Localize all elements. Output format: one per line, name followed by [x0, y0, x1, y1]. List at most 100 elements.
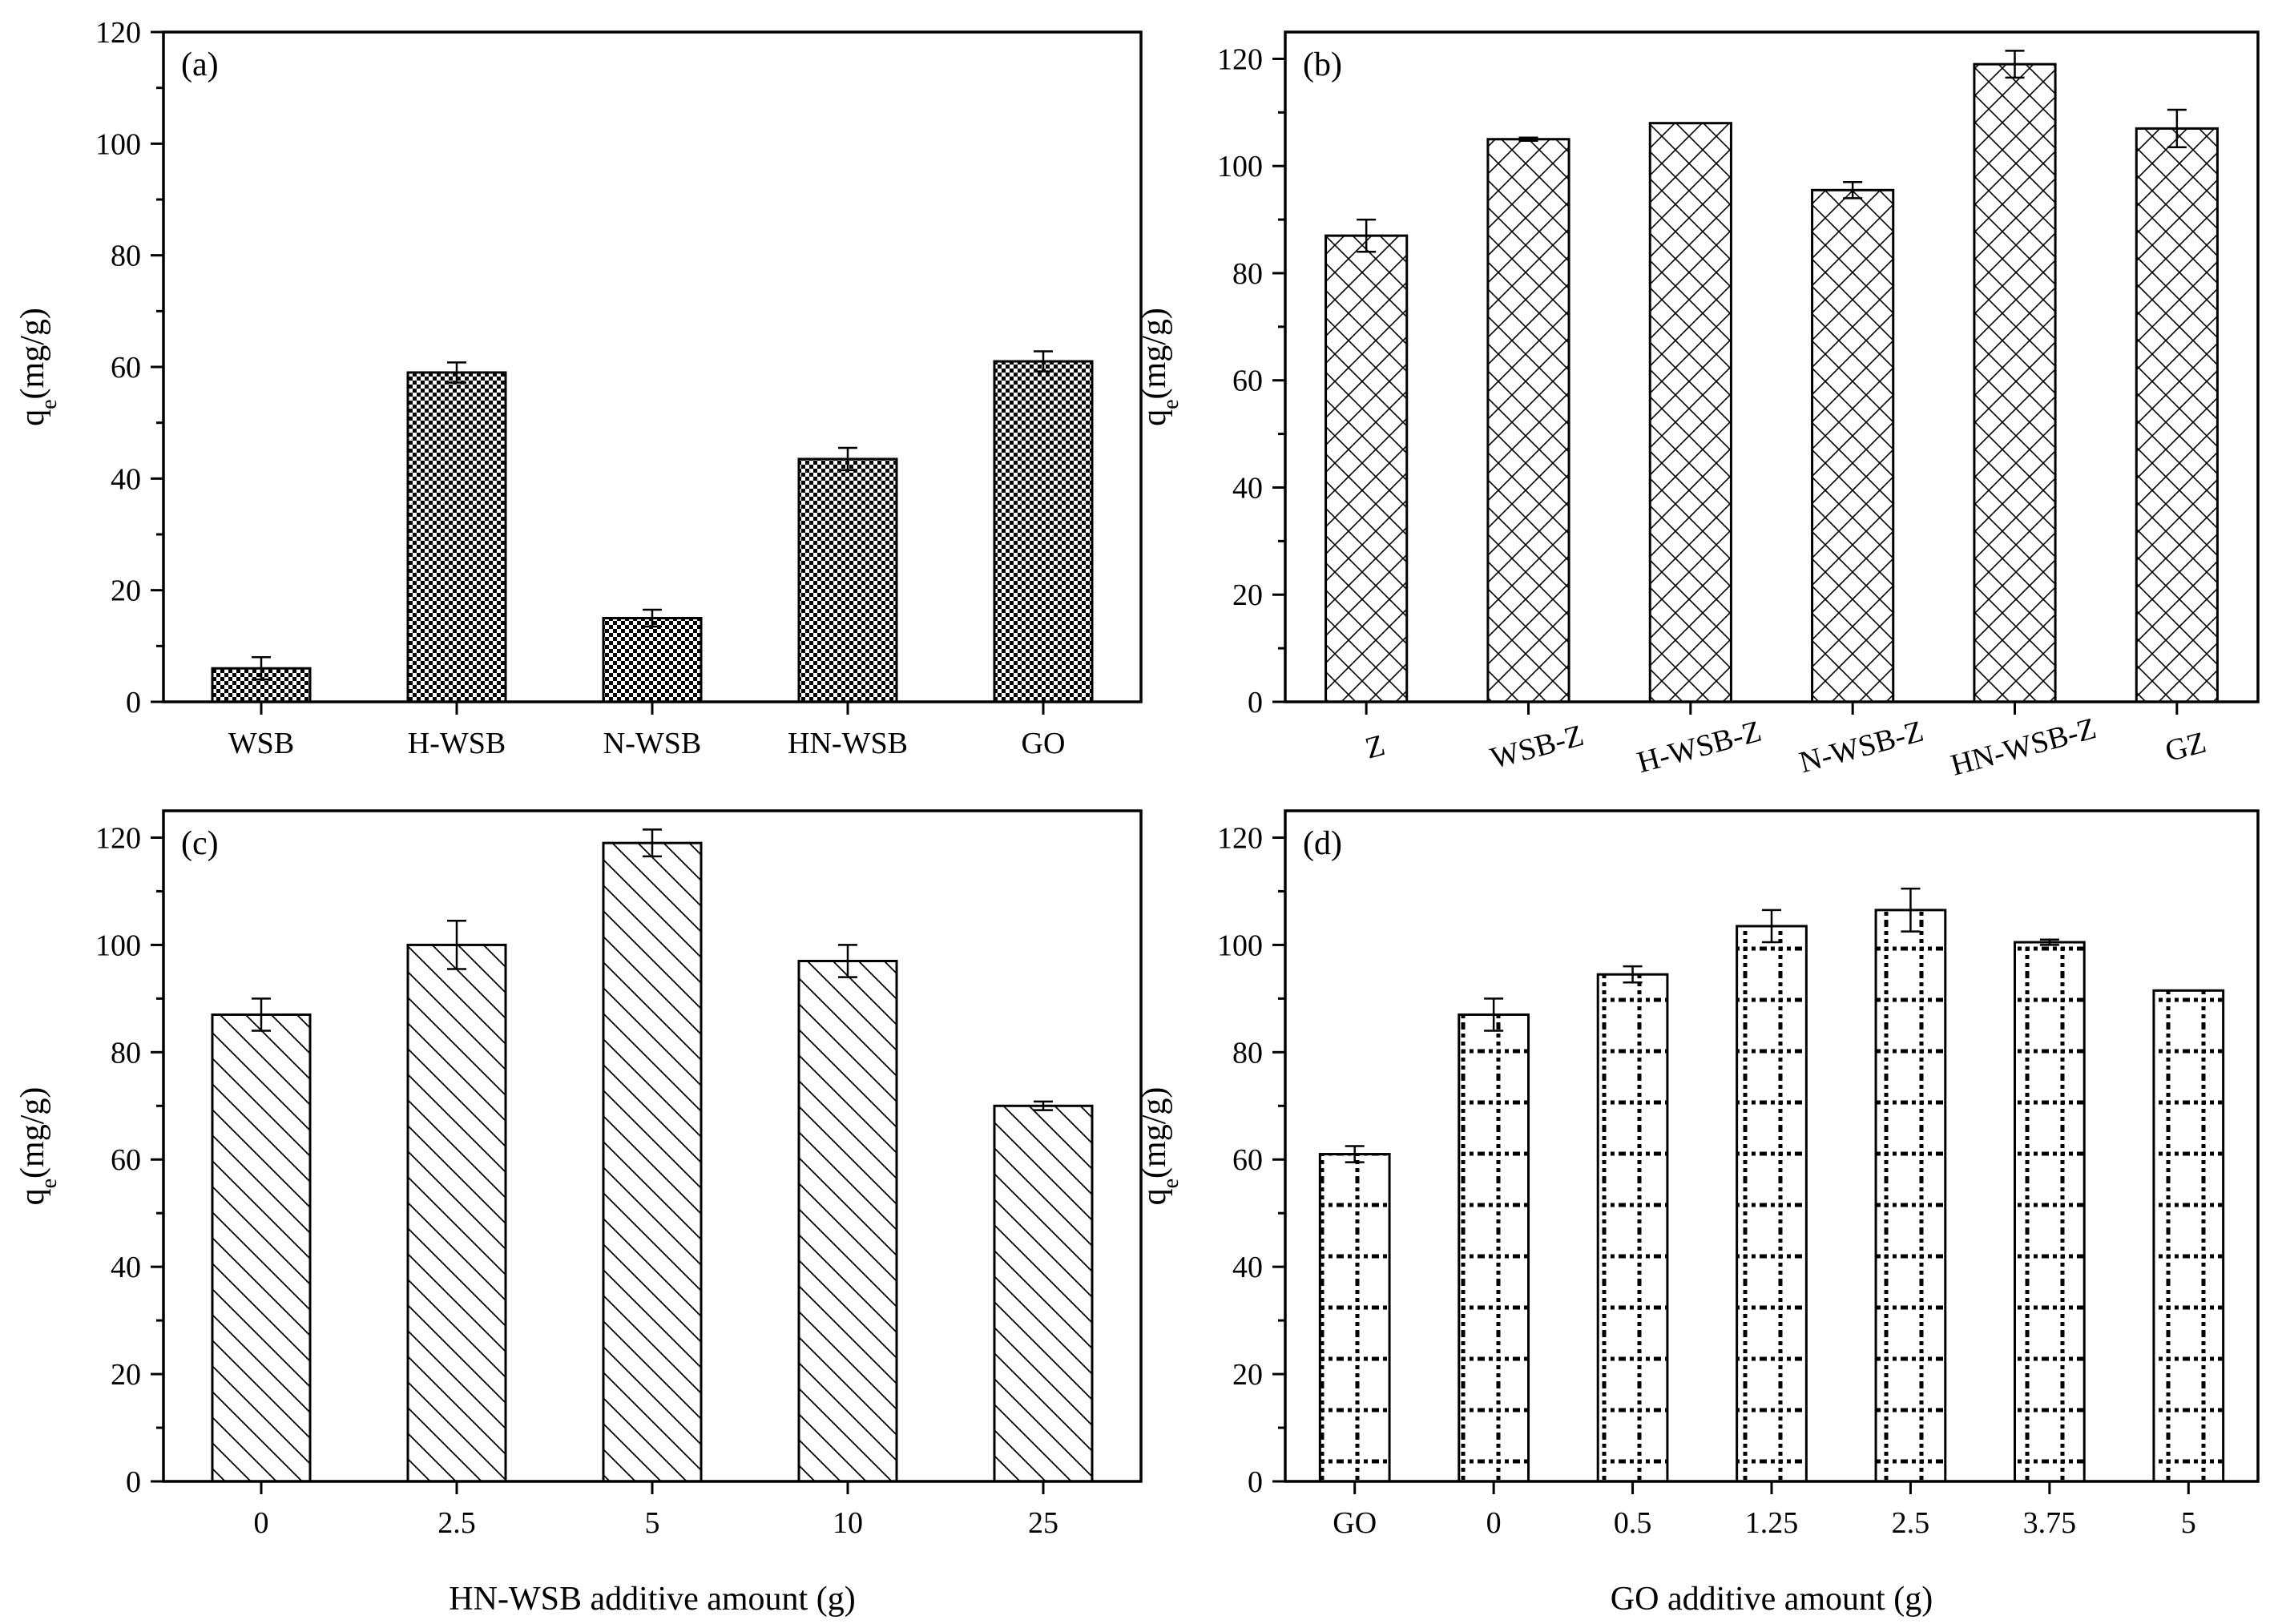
y-axis-title-subscript: e: [1159, 1179, 1183, 1188]
y-tick-label: 0: [126, 686, 141, 719]
x-tick-label: 0: [1486, 1506, 1502, 1540]
bar-c-0: [211, 1013, 312, 1483]
bar-b-4: [1973, 62, 2057, 703]
bar-a-4: [993, 360, 1094, 703]
y-tick-label: 80: [111, 240, 141, 273]
x-tick-label: 10: [833, 1506, 863, 1540]
y-axis-title: qe(mg/g): [14, 1087, 62, 1206]
x-tick-label: 0.5: [1614, 1506, 1652, 1540]
y-axis-title-subscript: e: [37, 399, 62, 409]
bar-b-2: [1648, 122, 1732, 703]
bar-c-3: [797, 959, 898, 1483]
y-axis-title-unit: (mg/g): [14, 1087, 51, 1179]
y-tick-label: 20: [1232, 1358, 1263, 1392]
bar-b-0: [1324, 234, 1409, 703]
y-tick-label: 80: [1232, 257, 1263, 291]
y-axis-title-subscript: e: [37, 1179, 62, 1188]
plot-frame: [1284, 809, 2260, 1483]
bar-a-3: [797, 457, 898, 703]
chart-panel-c: 0 20 40 60 80 100 120 0 2.5 5 10 25 (c) qe(mg/g) HN-WS…: [14, 809, 1143, 1618]
plot-frame: [1284, 30, 2260, 703]
bar-d-3: [1736, 925, 1808, 1483]
y-tick-label: 0: [1248, 1465, 1263, 1499]
panel-label: (d): [1303, 825, 1342, 862]
y-axis-title: qe(mg/g): [1136, 308, 1183, 426]
y-tick-label: 20: [111, 1358, 141, 1392]
bar-d-1: [1458, 1013, 1530, 1483]
y-axis-title-q: q: [1136, 409, 1173, 426]
x-tick-label: N-WSB: [603, 727, 701, 760]
bar-a-1: [406, 371, 507, 703]
y-axis-title-unit: (mg/g): [1136, 1087, 1173, 1179]
bar-b-3: [1811, 188, 1895, 703]
x-tick-label: HN-WSB-Z: [1947, 711, 2099, 783]
y-axis-title-subscript: e: [1159, 399, 1183, 409]
x-tick-label: WSB: [228, 727, 294, 760]
bar-d-2: [1596, 973, 1669, 1483]
bar-d-0: [1318, 1153, 1391, 1483]
x-tick-label: 25: [1028, 1506, 1058, 1540]
y-tick-label: 100: [1217, 150, 1263, 183]
y-axis-title-unit: (mg/g): [14, 308, 51, 399]
y-tick-label: 40: [111, 462, 141, 496]
bar-d-4: [1874, 909, 1947, 1483]
panel-label: (b): [1303, 46, 1342, 83]
x-tick-label: H-WSB-Z: [1634, 715, 1765, 780]
plot-frame: [162, 809, 1143, 1483]
y-axis-title-unit: (mg/g): [1136, 308, 1173, 399]
bar-b-5: [2135, 127, 2219, 703]
chart-panel-b: 0 20 40 60 80 100 120 Z WSB-Z H-WSB-Z N-WSB-Z HN-WS…: [1136, 30, 2260, 783]
x-tick-label: 2.5: [437, 1506, 476, 1540]
bar-a-0: [211, 667, 312, 703]
y-tick-label: 60: [1232, 1143, 1263, 1177]
y-tick-label: 120: [95, 16, 141, 50]
y-tick-label: 120: [95, 821, 141, 855]
y-tick-label: 0: [1248, 686, 1263, 719]
y-tick-label: 120: [1217, 42, 1263, 76]
y-tick-label: 60: [1232, 365, 1263, 398]
y-tick-label: 0: [126, 1465, 141, 1499]
bar-d-6: [2152, 989, 2225, 1483]
x-tick-label: 5: [2181, 1506, 2196, 1540]
y-tick-label: 40: [1232, 1251, 1263, 1284]
x-tick-label: GZ: [2162, 726, 2210, 769]
y-tick-label: 100: [1217, 929, 1263, 962]
x-tick-label: Z: [1361, 728, 1388, 766]
x-tick-label: WSB-Z: [1487, 719, 1587, 776]
bar-b-1: [1486, 138, 1570, 703]
y-tick-label: 120: [1217, 821, 1263, 855]
bar-d-5: [2014, 941, 2086, 1483]
y-tick-label: 100: [95, 127, 141, 161]
panel-label: (a): [181, 46, 219, 83]
x-tick-label: 0: [254, 1506, 269, 1540]
plot-frame: [162, 30, 1143, 703]
bar-a-2: [602, 617, 703, 703]
x-tick-label: N-WSB-Z: [1796, 715, 1927, 780]
y-tick-label: 60: [111, 351, 141, 385]
x-tick-label: GO: [1333, 1506, 1377, 1540]
x-tick-label: 3.75: [2023, 1506, 2077, 1540]
x-tick-label: H-WSB: [408, 727, 506, 760]
chart-panel-d: 0 20 40 60 80 100 120 GO 0 0.5 1.25 2.5 3.75 5 (d) qe(m…: [1136, 809, 2260, 1618]
y-axis-title-q: q: [1136, 1188, 1173, 1205]
x-tick-label: 2.5: [1892, 1506, 1930, 1540]
bar-c-2: [602, 841, 703, 1483]
y-tick-label: 20: [111, 574, 141, 608]
y-axis-title-q: q: [14, 1188, 51, 1205]
bar-c-4: [993, 1104, 1094, 1483]
y-tick-label: 20: [1232, 578, 1263, 612]
y-tick-label: 80: [1232, 1036, 1263, 1070]
x-tick-label: GO: [1022, 727, 1066, 760]
panel-label: (c): [181, 825, 219, 862]
x-axis-title: HN-WSB additive amount (g): [449, 1581, 855, 1618]
y-axis-title-q: q: [14, 409, 51, 426]
y-tick-label: 100: [95, 929, 141, 962]
bar-c-1: [406, 943, 507, 1483]
chart-panel-a: 0 20 40 60 80 100 120 WSB H-WSB N-WSB HN-WSB GO (a) q…: [14, 16, 1143, 760]
y-axis-title: qe(mg/g): [14, 308, 62, 426]
y-tick-label: 40: [111, 1251, 141, 1284]
y-tick-label: 40: [1232, 471, 1263, 505]
x-tick-label: 5: [645, 1506, 660, 1540]
y-tick-label: 60: [111, 1143, 141, 1177]
